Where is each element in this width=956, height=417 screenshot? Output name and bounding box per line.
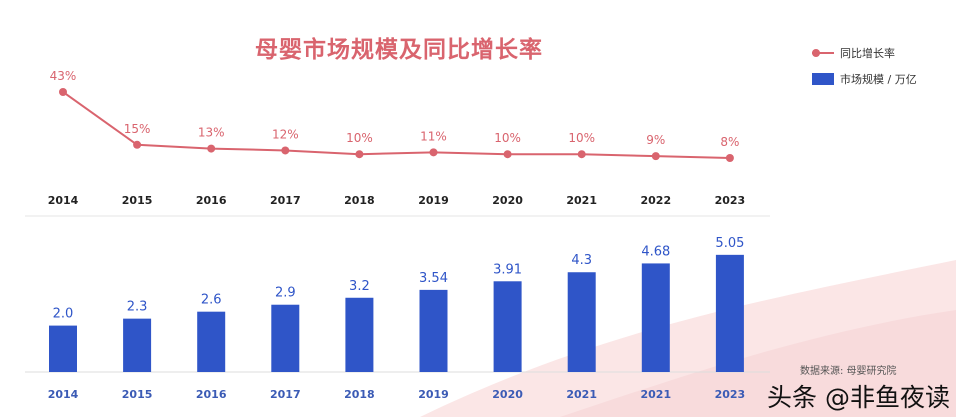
- bottom-year-label: 2019: [418, 388, 449, 401]
- bottom-year-label: 2018: [344, 388, 375, 401]
- market-size-bar: [49, 325, 77, 372]
- growth-label: 15%: [124, 122, 151, 136]
- growth-point: [355, 150, 364, 159]
- top-year-label: 2020: [492, 194, 523, 207]
- market-size-bar: [197, 311, 226, 372]
- growth-label: 8%: [720, 135, 739, 149]
- growth-label: 10%: [568, 131, 595, 145]
- top-year-label: 2022: [640, 194, 671, 207]
- top-year-label: 2015: [122, 194, 153, 207]
- bottom-year-label: 2015: [122, 388, 153, 401]
- bottom-year-label: 2016: [196, 388, 227, 401]
- bar-value-label: 3.54: [419, 271, 448, 286]
- top-year-label: 2018: [344, 194, 375, 207]
- market-size-bar: [123, 318, 152, 372]
- market-size-bar: [345, 297, 374, 372]
- legend-item-bar: 市场规模 / 万亿: [812, 66, 917, 92]
- watermark: 头条 @非鱼夜读: [767, 383, 950, 412]
- growth-point: [207, 144, 216, 153]
- growth-point: [429, 148, 438, 157]
- legend-item-line: 同比增长率: [812, 40, 917, 66]
- legend-line-label: 同比增长率: [840, 47, 895, 60]
- growth-point: [651, 152, 660, 161]
- top-year-label: 2014: [48, 194, 79, 207]
- growth-label: 10%: [346, 131, 373, 145]
- bottom-year-label: 2020: [492, 388, 523, 401]
- legend-bar-marker: [812, 73, 834, 85]
- bar-value-label: 3.2: [349, 279, 370, 294]
- legend-bar-label: 市场规模 / 万亿: [840, 73, 917, 86]
- growth-point: [133, 140, 142, 149]
- growth-label: 12%: [272, 127, 299, 141]
- bar-value-label: 2.0: [53, 307, 74, 322]
- growth-line: [62, 91, 730, 159]
- market-size-bar: [271, 304, 300, 372]
- bar-value-label: 4.68: [641, 244, 670, 259]
- growth-point: [59, 87, 67, 96]
- growth-label: 10%: [494, 131, 521, 145]
- bar-value-label: 3.91: [493, 262, 522, 277]
- background-swoosh-2: [560, 310, 956, 417]
- bar-value-label: 5.05: [715, 236, 744, 251]
- market-size-bar: [715, 254, 744, 372]
- growth-point: [281, 146, 290, 155]
- top-year-label: 2019: [418, 194, 449, 207]
- growth-point: [503, 150, 512, 159]
- legend-line-marker: [812, 49, 834, 57]
- market-size-bar: [567, 272, 596, 372]
- growth-label: 9%: [646, 133, 665, 147]
- bottom-year-label: 2021: [640, 388, 671, 401]
- market-size-bar: [493, 281, 522, 372]
- bar-value-label: 2.3: [127, 300, 148, 315]
- growth-point: [725, 154, 734, 162]
- growth-label: 43%: [50, 69, 77, 83]
- top-year-label: 2017: [270, 194, 301, 207]
- bottom-year-label: 2023: [715, 388, 746, 401]
- top-year-label: 2021: [566, 194, 597, 207]
- top-year-label: 2023: [715, 194, 746, 207]
- bottom-year-label: 2014: [48, 388, 79, 401]
- growth-label: 11%: [420, 129, 447, 143]
- top-year-label: 2016: [196, 194, 227, 207]
- growth-label: 13%: [198, 126, 225, 140]
- chart-title: 母婴市场规模及同比增长率: [255, 37, 543, 63]
- market-size-bar: [419, 289, 448, 372]
- bottom-year-label: 2021: [566, 388, 597, 401]
- market-size-bar: [641, 263, 670, 372]
- source-note: 数据来源: 母婴研究院: [800, 366, 897, 377]
- legend: 同比增长率 市场规模 / 万亿: [812, 40, 917, 92]
- bar-value-label: 2.6: [201, 293, 222, 308]
- bar-value-label: 4.3: [571, 253, 592, 268]
- bar-value-label: 2.9: [275, 286, 296, 301]
- bottom-year-label: 2017: [270, 388, 301, 401]
- growth-point: [577, 150, 586, 159]
